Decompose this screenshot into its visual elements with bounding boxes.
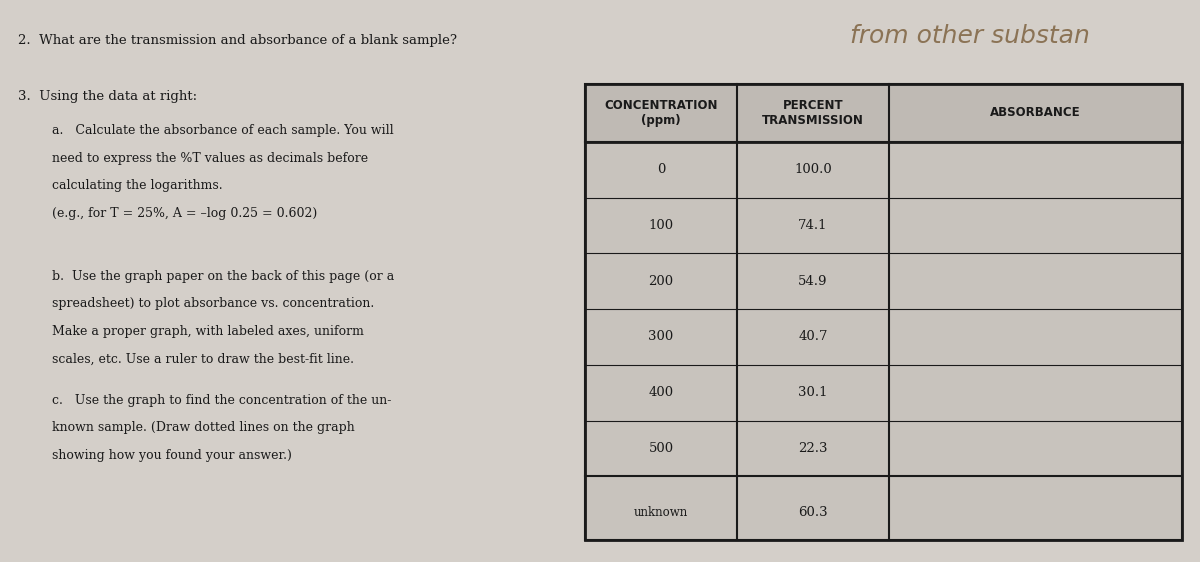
Text: spreadsheet) to plot absorbance vs. concentration.: spreadsheet) to plot absorbance vs. conc… <box>52 297 374 310</box>
Text: 60.3: 60.3 <box>798 506 828 519</box>
Text: Make a proper graph, with labeled axes, uniform: Make a proper graph, with labeled axes, … <box>52 325 364 338</box>
Text: calculating the logarithms.: calculating the logarithms. <box>52 179 223 192</box>
Text: showing how you found your answer.): showing how you found your answer.) <box>52 449 292 462</box>
Text: b.  Use the graph paper on the back of this page (or a: b. Use the graph paper on the back of th… <box>52 270 395 283</box>
Text: scales, etc. Use a ruler to draw the best-fit line.: scales, etc. Use a ruler to draw the bes… <box>52 352 354 365</box>
Text: 200: 200 <box>648 275 673 288</box>
Text: 300: 300 <box>648 330 673 343</box>
Text: unknown: unknown <box>634 506 688 519</box>
Text: 400: 400 <box>648 386 673 399</box>
Text: (e.g., for T = 25%, A = –log 0.25 = 0.602): (e.g., for T = 25%, A = –log 0.25 = 0.60… <box>52 206 317 220</box>
Text: 0: 0 <box>656 164 665 176</box>
Text: 40.7: 40.7 <box>798 330 828 343</box>
Text: a.   Calculate the absorbance of each sample. You will: a. Calculate the absorbance of each samp… <box>52 124 394 137</box>
Text: 3.  Using the data at right:: 3. Using the data at right: <box>18 90 197 103</box>
Text: 22.3: 22.3 <box>798 442 828 455</box>
Text: 100.0: 100.0 <box>794 164 832 176</box>
FancyBboxPatch shape <box>586 84 1182 142</box>
Text: 54.9: 54.9 <box>798 275 828 288</box>
Text: 500: 500 <box>648 442 673 455</box>
Text: 30.1: 30.1 <box>798 386 828 399</box>
FancyBboxPatch shape <box>586 84 1182 540</box>
Text: PERCENT
TRANSMISSION: PERCENT TRANSMISSION <box>762 99 864 127</box>
Text: known sample. (Draw dotted lines on the graph: known sample. (Draw dotted lines on the … <box>52 422 355 434</box>
Text: from other substan: from other substan <box>850 24 1090 48</box>
Text: c.   Use the graph to find the concentration of the un-: c. Use the graph to find the concentrati… <box>52 394 391 407</box>
Text: 100: 100 <box>648 219 673 232</box>
Text: need to express the %T values as decimals before: need to express the %T values as decimal… <box>52 152 368 165</box>
Text: ABSORBANCE: ABSORBANCE <box>990 107 1081 120</box>
Text: 2.  What are the transmission and absorbance of a blank sample?: 2. What are the transmission and absorba… <box>18 34 457 47</box>
Text: CONCENTRATION
(ppm): CONCENTRATION (ppm) <box>605 99 718 127</box>
Text: 74.1: 74.1 <box>798 219 828 232</box>
